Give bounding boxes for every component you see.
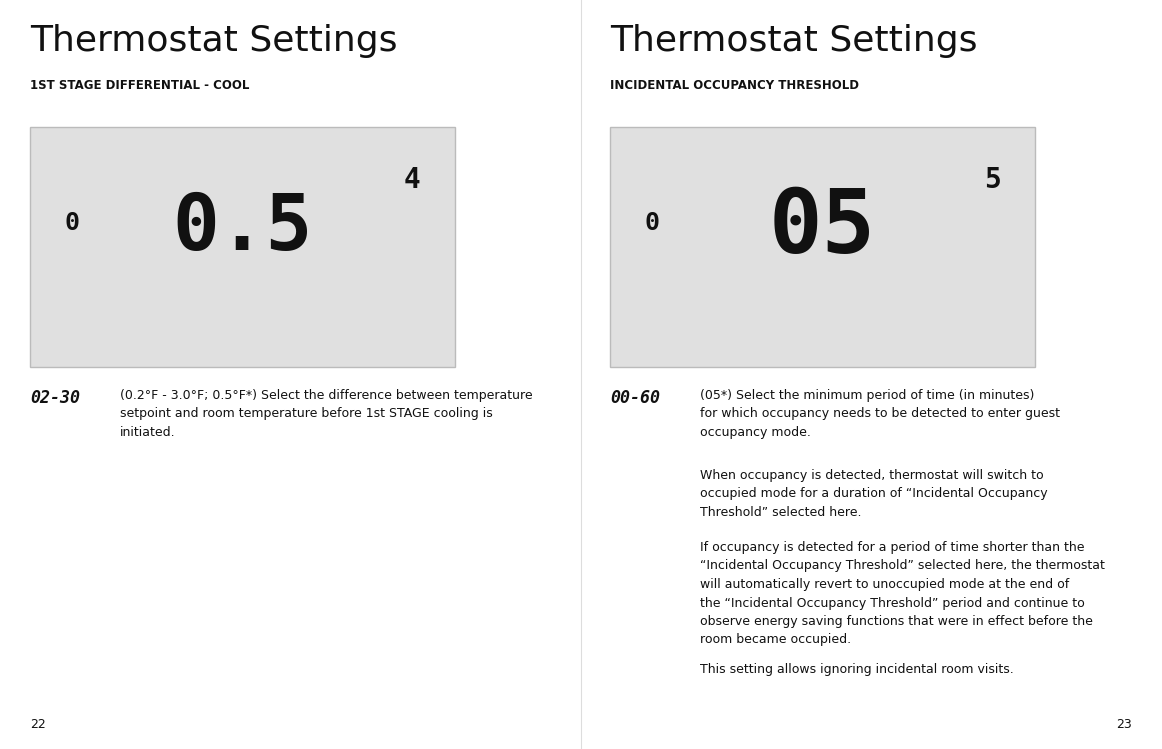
- Text: If occupancy is detected for a period of time shorter than the
“Incidental Occup: If occupancy is detected for a period of…: [700, 541, 1105, 646]
- Text: 22: 22: [30, 718, 45, 731]
- Text: Thermostat Settings: Thermostat Settings: [30, 24, 397, 58]
- Text: 1ST STAGE DIFFERENTIAL - COOL: 1ST STAGE DIFFERENTIAL - COOL: [30, 79, 250, 92]
- Text: 00-60: 00-60: [610, 389, 660, 407]
- Text: 0.5: 0.5: [172, 189, 313, 266]
- Text: Thermostat Settings: Thermostat Settings: [610, 24, 977, 58]
- Text: 5: 5: [984, 166, 1000, 194]
- Text: This setting allows ignoring incidental room visits.: This setting allows ignoring incidental …: [700, 663, 1013, 676]
- Text: 23: 23: [1117, 718, 1132, 731]
- Text: 0: 0: [645, 211, 660, 235]
- Text: 4: 4: [404, 166, 421, 194]
- Bar: [30, 127, 456, 367]
- Text: 05: 05: [769, 185, 876, 271]
- Text: INCIDENTAL OCCUPANCY THRESHOLD: INCIDENTAL OCCUPANCY THRESHOLD: [610, 79, 859, 92]
- Bar: [610, 127, 1035, 367]
- Text: 0: 0: [65, 211, 80, 235]
- Text: 02-30: 02-30: [30, 389, 80, 407]
- Text: When occupancy is detected, thermostat will switch to
occupied mode for a durati: When occupancy is detected, thermostat w…: [700, 469, 1048, 519]
- Text: (05*) Select the minimum period of time (in minutes)
for which occupancy needs t: (05*) Select the minimum period of time …: [700, 389, 1060, 439]
- Text: (0.2°F - 3.0°F; 0.5°F*) Select the difference between temperature
setpoint and r: (0.2°F - 3.0°F; 0.5°F*) Select the diffe…: [120, 389, 532, 439]
